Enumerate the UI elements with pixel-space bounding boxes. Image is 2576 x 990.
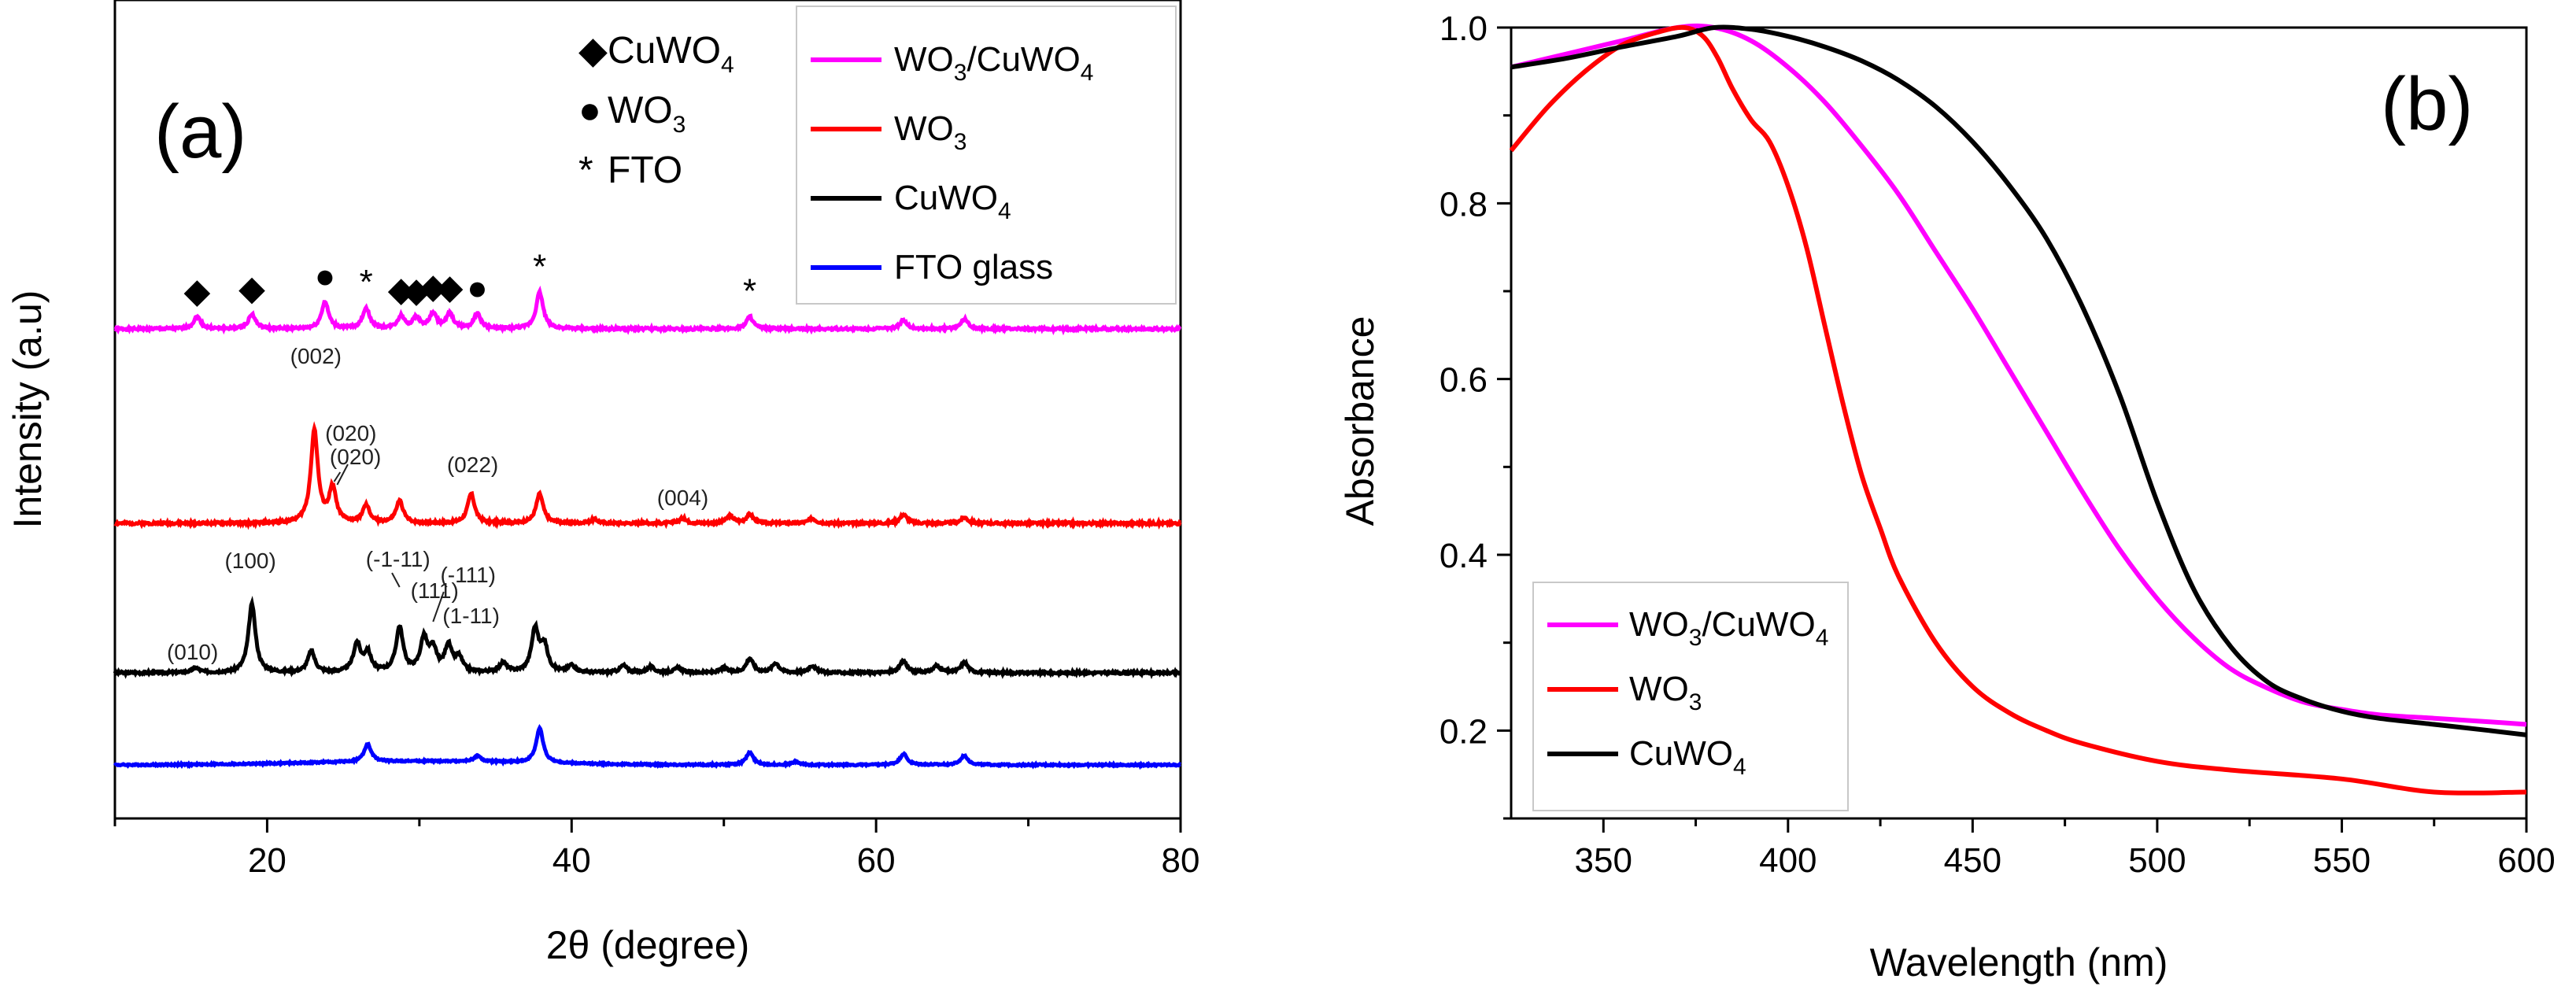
panel-a-peak-marker: *: [743, 272, 756, 310]
panel-a-annotation: (100): [224, 549, 275, 573]
panel-a-legend-box: [796, 6, 1177, 305]
panel-a-annotation: (020): [330, 445, 381, 469]
panel-a-plot-frame: [113, 0, 1182, 820]
panel-b-xlabel: Wavelength (nm): [1870, 940, 2168, 984]
panel-a-series-wo3: [113, 421, 1182, 530]
panel-a-symbol-legend: ◆ CuWO4● WO3 * FTO: [578, 30, 734, 191]
panel-b-legend-label: WO3/CuWO4: [1629, 605, 1828, 651]
panel-a-symbol-legend-symbol: *: [578, 150, 593, 191]
panel-b-xtick-label: 550: [2313, 841, 2371, 880]
panel-a-annotation: (002): [290, 344, 342, 368]
panel-a-xtick-label: 80: [1162, 841, 1200, 880]
panel-a-legend-label: FTO glass: [894, 248, 1053, 286]
panel-a-annotation: (020): [325, 421, 376, 445]
panel-a-series-fto-glass: [113, 724, 1181, 770]
panel-a-annotation: (1-11): [442, 604, 500, 628]
panel-a-peak-marker: ◆: [403, 271, 430, 309]
panel-b-legend: WO3/CuWO4 WO3 CuWO4: [1532, 582, 1849, 811]
panel-a-series-wo3-cuwo4: [113, 285, 1182, 336]
panel-a-peak-marker: ●: [315, 257, 336, 295]
panel-b-series-wo3: [1509, 24, 2527, 796]
panel-a-legend-label: WO3: [894, 109, 966, 155]
panel-a-annotation: (-1-11): [366, 547, 431, 571]
panel-b-label: (b): [2381, 62, 2473, 146]
panel-a-xtick-label: 20: [248, 841, 286, 880]
panel-b-series-cuwo4: [1510, 24, 2527, 737]
panel-b-legend-label: WO3: [1629, 670, 1702, 715]
panel-b-ytick-label: 1.0: [1440, 9, 1488, 48]
panel-a-annotation: (022): [447, 453, 498, 477]
panel-a-peak-marker: ◆: [238, 269, 265, 308]
panel-a-series-cuwo4: [113, 596, 1182, 680]
panel-a-peak-marker: ◆: [388, 270, 415, 308]
panel-a-annotation-leader: [333, 471, 342, 482]
panel-b-ytick-label: 0.8: [1440, 185, 1488, 223]
panel-b-legend-label: CuWO4: [1629, 734, 1746, 780]
panel-a-symbol-legend-symbol: ◆: [578, 30, 608, 72]
panel-a-peak-marker: ●: [467, 268, 488, 307]
panel-b-xtick-label: 350: [1575, 841, 1632, 880]
panel-a-xtick-label: 60: [857, 841, 896, 880]
panel-a-annotation: (010): [167, 640, 218, 664]
panel-a-annotation-leader: [336, 464, 349, 486]
panel-b-ytick-label: 0.6: [1440, 361, 1488, 400]
panel-a-annotation-leader: [432, 591, 445, 622]
panel-a-symbol-legend-label: WO3: [608, 90, 686, 138]
panel-a-legend: WO3/CuWO4 WO3 CuWO4 FTO glass: [796, 6, 1177, 305]
panel-a-xtick-label: 40: [553, 841, 591, 880]
panel-b-xtick-label: 400: [1759, 841, 1817, 880]
panel-a-annotation: (111): [411, 578, 459, 603]
panel-a-peak-marker: ◆: [184, 272, 211, 310]
panel-a-peak-marker: *: [533, 247, 546, 286]
panel-a-peak-marker: ◆: [419, 268, 446, 306]
panel-b-xtick-label: 600: [2497, 841, 2555, 880]
panel-a-annotation: (004): [657, 486, 708, 510]
panel-a-label: (a): [154, 90, 246, 174]
panel-b-plot-frame: [1510, 26, 2528, 820]
panel-b-legend-box: [1532, 582, 1849, 811]
panel-a-symbol-legend-label: FTO: [608, 150, 682, 191]
panel-a-symbol-legend-label: CuWO4: [608, 30, 734, 78]
panel-a-annotation: (-111): [440, 563, 496, 587]
panel-b-xtick-label: 450: [1944, 841, 2001, 880]
panel-a-symbol-legend-symbol: ●: [578, 90, 601, 131]
panel-a-peak-marker: ◆: [437, 268, 464, 306]
panel-a-annotation-leader: [391, 572, 401, 588]
panel-b-absorbance-chart: 350 400 450 500 550 600 0.2 0.4 0.6 0.8 1.0 (b) W…: [1338, 9, 2556, 984]
panel-a-ylabel: Intensity (a.u): [6, 290, 50, 529]
panel-a-xlabel: 2θ (degree): [546, 923, 750, 967]
panel-b-xtick-label: 500: [2128, 841, 2186, 880]
panel-b-ytick-label: 0.2: [1440, 712, 1488, 751]
panel-a-peak-marker: *: [360, 263, 373, 301]
panel-a-legend-label: CuWO4: [894, 179, 1011, 224]
panel-a-legend-label: WO3/CuWO4: [894, 40, 1093, 86]
panel-b-ylabel: Absorbance: [1338, 316, 1382, 526]
panel-b-ytick-label: 0.4: [1440, 537, 1488, 575]
